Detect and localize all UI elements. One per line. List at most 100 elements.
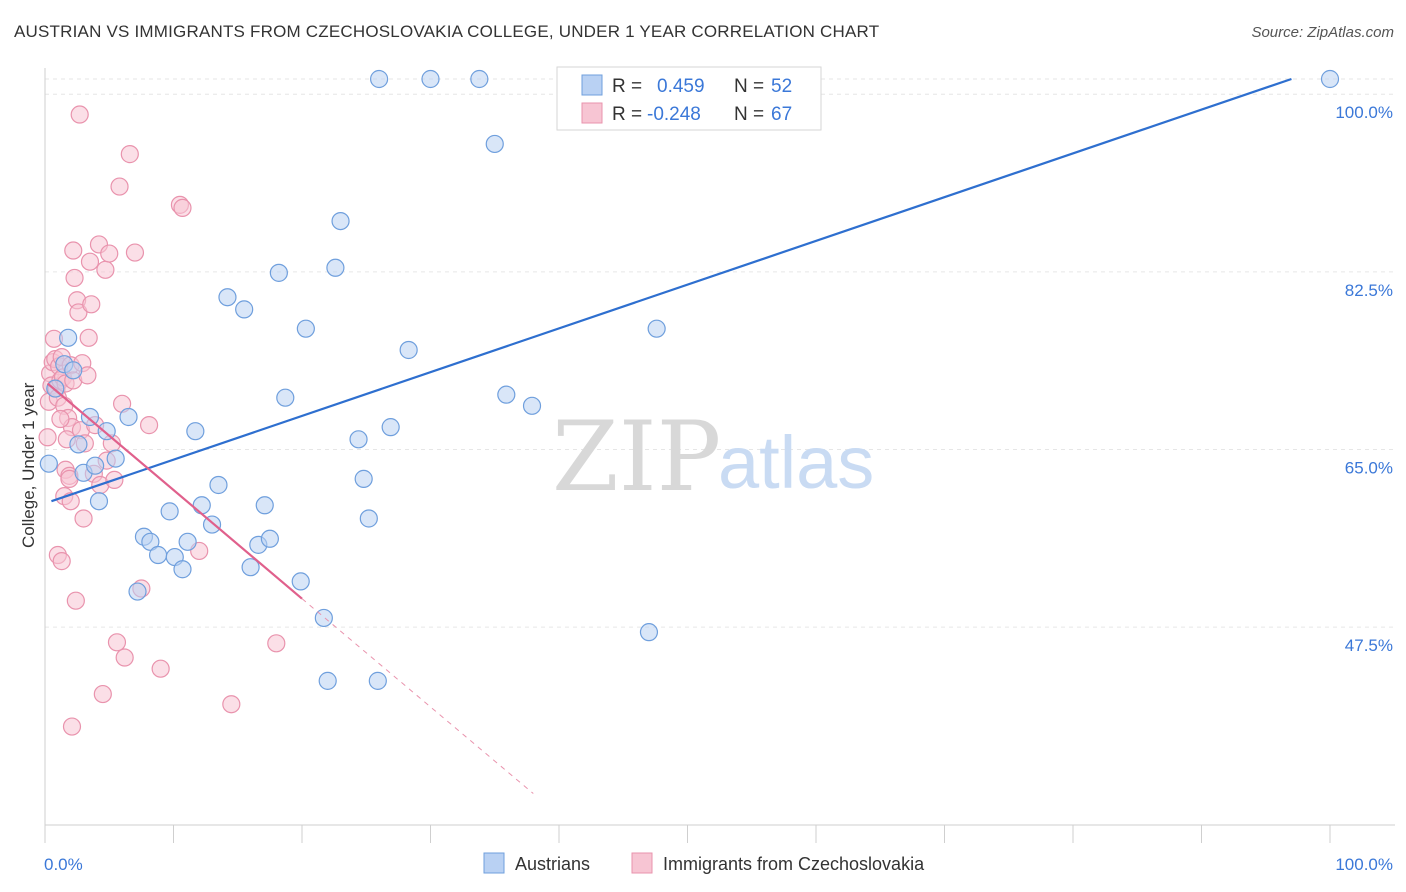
gridlines [45,78,1395,628]
austrians-point-17 [160,502,179,521]
austrians-point-44 [421,69,440,89]
austrians-point-41 [359,509,378,528]
immigrants-point-63 [222,695,241,714]
austrians-point-10 [97,422,116,441]
x-tick-labels: 0.0% 100.0% [44,855,1393,874]
y-tick-label-2: 65.0% [1345,458,1393,477]
chart-title: AUSTRIAN VS IMMIGRANTS FROM CZECHOSLOVAK… [14,22,880,41]
austrians-point-12 [119,407,138,427]
bottom-legend-swatch-immigrants [631,852,653,874]
x-tick-label-1: 100.0% [1335,855,1393,874]
correlation-legend: R = 0.459 N = 52 R = -0.248 N = 67 [556,66,822,131]
y-tick-label-0: 100.0% [1335,103,1393,122]
austrians-point-8 [86,456,105,475]
austrians-point-40 [354,469,373,488]
immigrants-point-28 [65,268,84,288]
austrians-point-42 [368,671,387,690]
axes [44,68,1395,843]
austrians-point-51 [639,623,659,642]
austrians-point-38 [331,211,350,231]
y-axis-title: College, Under 1 year [19,382,38,548]
immigrants-point-27 [64,241,83,260]
austrians-point-36 [318,671,337,690]
immigrants-point-26 [62,717,82,736]
immigrants-point-29 [66,591,85,610]
austrians-point-16 [148,545,168,565]
austrians-point-52 [647,319,666,338]
austrians-point-20 [178,532,197,551]
immigrants-point-38 [79,328,98,347]
austrians-point-22 [192,496,211,515]
austrians-point-30 [260,529,279,548]
austrians-point-34 [296,319,315,338]
austrians-point-49 [497,385,516,404]
immigrants-point-48 [100,244,119,263]
austrians-point-13 [128,582,147,601]
austrians-point-27 [241,558,260,577]
immigrants-point-59 [151,659,170,678]
austrians-point-3 [59,328,78,347]
austrians-point-0 [39,454,58,473]
immigrants-trend-extension [301,598,534,794]
austrians-point-5 [69,435,88,454]
austrians-point-47 [470,69,489,89]
austrians-point-53 [1320,69,1340,89]
immigrants-point-46 [96,260,115,279]
bottom-legend-austrians: Austrians [515,854,590,874]
legend-r-label-1: R = [612,76,642,97]
austrians-point-46 [399,340,418,360]
immigrants-point-35 [74,509,93,528]
bottom-legend-immigrants: Immigrants from Czechoslovakia [663,854,925,874]
y-tick-label-1: 82.5% [1345,281,1393,300]
legend-swatch-immigrants [581,102,603,124]
immigrants-point-51 [107,633,127,652]
immigrants-point-0 [38,428,57,447]
immigrants-point-31 [69,303,88,322]
immigrants-point-40 [82,295,101,314]
trend-lines [46,77,1292,794]
bottom-legend-swatch-austrians [483,852,505,874]
y-tick-labels: 100.0% 82.5% 65.0% 47.5% [1335,103,1393,655]
immigrants-point-20 [52,552,71,571]
immigrants-trend-line [46,382,303,600]
austrians-point-39 [349,430,368,449]
austrians-point-19 [173,560,192,579]
legend-n-label-1: N = [734,76,764,97]
austrians-point-43 [370,69,389,89]
austrians-point-31 [269,263,288,282]
austrians-point-48 [485,134,504,154]
legend-swatch-austrians [581,74,603,96]
series-immigrants-points [38,105,286,736]
austrians-point-33 [291,572,310,591]
immigrants-point-61 [173,198,192,218]
legend-r-label-2: R = [612,104,642,125]
austrians-point-45 [381,418,400,437]
immigrants-point-54 [115,648,134,667]
legend-n-value-1: 52 [771,76,792,97]
immigrants-point-56 [125,243,145,262]
series-austrians-points [39,69,1340,690]
series-legend: Austrians Immigrants from Czechoslovakia [483,852,925,874]
legend-r-value-1: 0.459 [657,76,705,97]
austrians-point-7 [80,407,100,427]
austrians-point-25 [218,288,237,307]
legend-n-value-2: 67 [771,104,792,125]
legend-r-value-2: -0.248 [647,104,701,125]
x-tick-label-0: 0.0% [44,855,83,874]
watermark-zip: ZIP [552,401,721,513]
immigrants-point-39 [80,252,100,271]
immigrants-point-45 [93,684,112,704]
immigrants-point-65 [51,409,70,429]
immigrants-point-32 [70,105,89,124]
austrians-point-9 [89,492,109,511]
austrians-point-37 [326,258,345,277]
austrians-point-4 [64,361,83,380]
austrians-point-32 [276,388,295,407]
source-label: Source: ZipAtlas.com [1251,24,1394,41]
legend-n-label-2: N = [734,104,764,125]
austrians-point-11 [106,449,125,468]
austrians-point-26 [235,300,254,319]
y-tick-label-3: 47.5% [1345,636,1393,655]
immigrants-point-52 [110,177,129,196]
